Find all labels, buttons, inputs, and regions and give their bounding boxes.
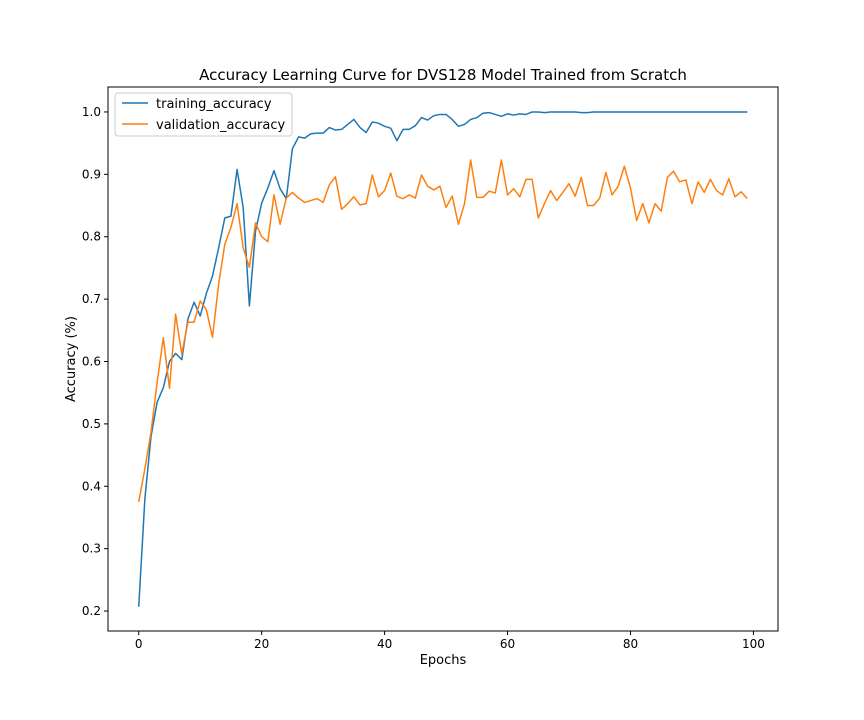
- legend-label-training: training_accuracy: [156, 97, 272, 112]
- y-tick-label: 0.9: [82, 167, 101, 181]
- x-tick-label: 20: [254, 637, 269, 651]
- x-axis-label: Epochs: [420, 653, 467, 668]
- y-tick-label: 0.7: [82, 292, 101, 306]
- y-tick-label: 1.0: [82, 105, 101, 119]
- x-tick-label: 100: [742, 637, 765, 651]
- legend: training_accuracy validation_accuracy: [114, 92, 293, 137]
- y-tick-label: 0.6: [82, 354, 101, 368]
- x-tick-label: 60: [500, 637, 515, 651]
- y-tick-label: 0.2: [82, 604, 101, 618]
- x-axis-ticks: 0 20 40 60 80 100: [135, 631, 765, 651]
- y-tick-label: 0.5: [82, 417, 101, 431]
- y-tick-label: 0.4: [82, 479, 101, 493]
- series-line-training-accuracy: [137, 111, 748, 607]
- y-tick-label: 0.3: [82, 542, 101, 556]
- x-tick-label: 0: [135, 637, 143, 651]
- y-axis-ticks: 0.2 0.3 0.4 0.5 0.6 0.7 0.8 0.9 1.0: [82, 105, 108, 618]
- y-axis-label: Accuracy (%): [64, 316, 79, 402]
- x-tick-label: 80: [623, 637, 638, 651]
- legend-frame: [114, 92, 293, 137]
- plot-frame: [107, 86, 779, 632]
- axes: [107, 86, 779, 632]
- x-tick-label: 40: [377, 637, 392, 651]
- y-tick-label: 0.8: [82, 230, 101, 244]
- chart-title: Accuracy Learning Curve for DVS128 Model…: [199, 66, 687, 84]
- legend-label-validation: validation_accuracy: [156, 118, 285, 133]
- series-line-validation-accuracy: [137, 159, 748, 502]
- plot-lines: [137, 111, 748, 607]
